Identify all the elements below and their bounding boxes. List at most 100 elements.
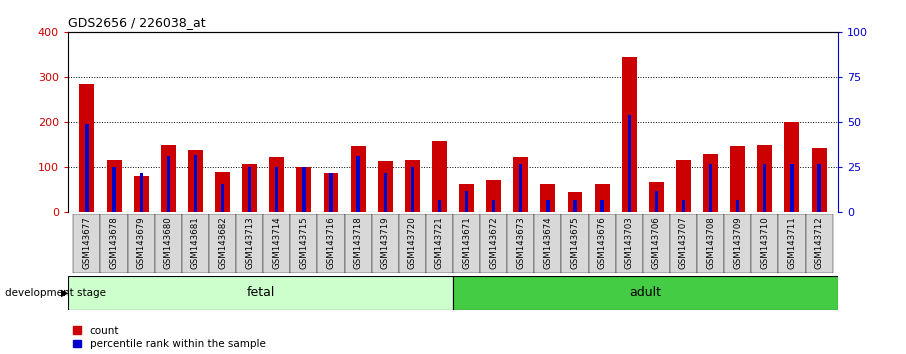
Text: GSM143707: GSM143707	[679, 216, 688, 269]
Text: GSM143714: GSM143714	[272, 216, 281, 269]
Text: GSM143678: GSM143678	[110, 216, 119, 269]
Bar	[601, 200, 603, 212]
Bar	[356, 156, 360, 212]
Bar	[817, 164, 821, 212]
Text: GSM143679: GSM143679	[137, 216, 146, 269]
Text: GSM143711: GSM143711	[787, 216, 796, 269]
Bar	[622, 57, 637, 212]
Bar	[790, 164, 794, 212]
Bar	[263, 214, 290, 273]
Bar	[567, 192, 583, 212]
Text: GSM143681: GSM143681	[191, 216, 200, 269]
Bar	[399, 214, 426, 273]
Bar	[589, 214, 616, 273]
Text: GSM143674: GSM143674	[544, 216, 553, 269]
Bar	[676, 160, 691, 212]
Bar	[351, 145, 365, 212]
Text: GSM143721: GSM143721	[435, 216, 444, 269]
Bar	[730, 145, 745, 212]
Bar	[709, 164, 712, 212]
Bar	[161, 145, 176, 212]
Text: GSM143706: GSM143706	[652, 216, 660, 269]
Bar	[194, 155, 197, 212]
Text: GSM143703: GSM143703	[625, 216, 634, 269]
Bar	[805, 214, 833, 273]
Bar	[519, 164, 523, 212]
Bar	[68, 276, 453, 310]
Text: development stage: development stage	[5, 288, 105, 298]
Bar	[209, 214, 236, 273]
Bar	[410, 167, 414, 212]
Bar	[459, 184, 474, 212]
Bar	[112, 167, 116, 212]
Bar	[812, 148, 826, 212]
Bar	[101, 214, 128, 273]
Bar	[703, 154, 718, 212]
Bar	[85, 124, 89, 212]
Bar	[546, 200, 550, 212]
Bar	[628, 115, 631, 212]
Text: adult: adult	[630, 286, 661, 299]
Bar	[140, 173, 143, 212]
Bar	[541, 184, 555, 212]
Text: GSM143680: GSM143680	[164, 216, 173, 269]
Bar	[330, 173, 333, 212]
Text: GSM143682: GSM143682	[218, 216, 227, 269]
Bar	[697, 214, 724, 273]
Bar	[736, 200, 739, 212]
Bar	[269, 157, 284, 212]
Bar	[535, 214, 562, 273]
Bar	[426, 214, 453, 273]
Bar	[290, 214, 317, 273]
Text: GSM143671: GSM143671	[462, 216, 471, 269]
Bar	[317, 214, 344, 273]
Text: GSM143709: GSM143709	[733, 216, 742, 269]
Bar	[188, 150, 203, 212]
Text: GSM143716: GSM143716	[326, 216, 335, 269]
Text: GSM143718: GSM143718	[353, 216, 362, 269]
Bar	[465, 191, 468, 212]
Text: GSM143715: GSM143715	[299, 216, 308, 269]
Bar	[643, 214, 670, 273]
Bar	[107, 160, 121, 212]
Text: GDS2656 / 226038_at: GDS2656 / 226038_at	[68, 16, 206, 29]
Legend: count, percentile rank within the sample: count, percentile rank within the sample	[73, 326, 265, 349]
Text: ▶: ▶	[61, 288, 68, 298]
Text: GSM143708: GSM143708	[706, 216, 715, 269]
Bar	[778, 214, 805, 273]
Bar	[670, 214, 697, 273]
Bar	[155, 214, 182, 273]
Bar	[682, 200, 685, 212]
Bar	[371, 214, 399, 273]
Text: GSM143720: GSM143720	[408, 216, 417, 269]
Bar	[236, 214, 263, 273]
Bar	[655, 191, 658, 212]
Bar	[724, 214, 751, 273]
Bar	[751, 214, 778, 273]
Bar	[344, 214, 371, 273]
Bar	[405, 160, 419, 212]
Bar	[296, 167, 312, 212]
Text: GSM143675: GSM143675	[571, 216, 580, 269]
Bar	[594, 184, 610, 212]
Bar	[757, 145, 772, 212]
Bar	[248, 167, 251, 212]
Text: GSM143677: GSM143677	[82, 216, 92, 269]
Bar	[73, 214, 101, 273]
Bar	[221, 183, 224, 212]
Text: GSM143673: GSM143673	[516, 216, 525, 269]
Text: GSM143710: GSM143710	[760, 216, 769, 269]
Bar	[383, 173, 387, 212]
Bar	[432, 141, 447, 212]
Bar	[763, 164, 766, 212]
Bar	[167, 156, 170, 212]
Bar	[453, 214, 480, 273]
Bar	[487, 180, 501, 212]
Bar	[480, 214, 507, 273]
Bar	[378, 161, 392, 212]
Bar	[182, 214, 209, 273]
Bar	[303, 167, 305, 212]
Bar	[128, 214, 155, 273]
Bar	[453, 276, 838, 310]
Bar	[514, 157, 528, 212]
